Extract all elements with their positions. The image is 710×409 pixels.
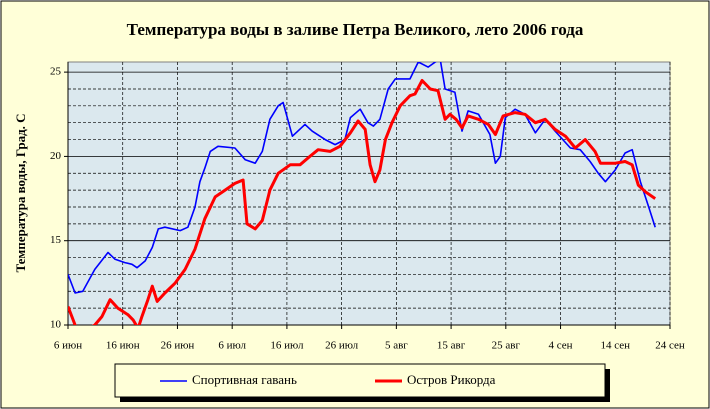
x-tick-label: 16 июн xyxy=(106,340,140,352)
x-tick-label: 26 июл xyxy=(325,340,359,352)
legend-label: Спортивная гавань xyxy=(192,372,297,387)
plot-area xyxy=(67,61,671,326)
x-tick-label: 6 июн xyxy=(54,340,82,352)
y-tick-label: 25 xyxy=(50,66,62,78)
x-tick-label: 26 июн xyxy=(161,340,195,352)
y-tick-label: 15 xyxy=(50,234,62,246)
y-tick-label: 20 xyxy=(50,150,62,162)
x-tick-label: 14 сен xyxy=(600,340,630,352)
x-tick-label: 6 июл xyxy=(218,340,246,352)
x-tick-label: 25 авг xyxy=(492,340,521,352)
x-tick-label: 16 июл xyxy=(270,340,304,352)
y-axis-label: Температура воды, Град. С xyxy=(13,113,28,272)
x-tick-label: 24 сен xyxy=(655,340,685,352)
x-tick-label: 15 авг xyxy=(437,340,466,352)
x-tick-label: 4 сен xyxy=(549,340,573,352)
y-tick-label: 10 xyxy=(50,319,62,331)
data-line xyxy=(68,79,657,325)
chart-title: Температура воды в заливе Петра Великого… xyxy=(127,20,584,39)
legend-label: Остров Рикорда xyxy=(407,372,496,387)
legend xyxy=(114,363,606,398)
x-tick-label: 5 авг xyxy=(385,340,408,352)
